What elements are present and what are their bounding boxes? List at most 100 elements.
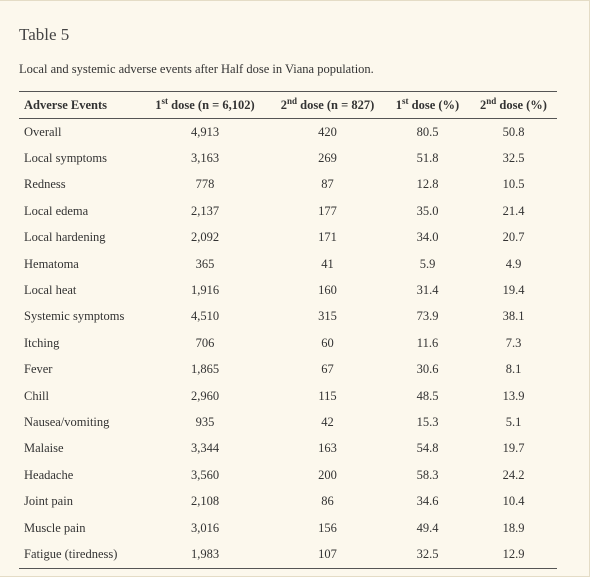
table-cell: 41 [321,256,334,271]
header-text: 2 [480,98,487,113]
table-row: Joint pain 2,108 86 34.6 10.4 [19,488,557,514]
table-cell: 32.5 [502,151,525,166]
header-cell: 1st dose (%) [385,92,470,119]
table-cell: 5.1 [505,414,522,429]
header-text: dose (%) [496,98,547,113]
row-label: Local edema [24,203,89,218]
table-cell: 12.9 [502,546,525,561]
table-cell: 31.4 [416,283,439,298]
header-text: 2 [280,98,287,113]
table-row: Fever 1,865 67 30.6 8.1 [19,357,557,383]
table-cell: 54.8 [416,441,439,456]
table-row: Nausea/vomiting 935 42 15.3 5.1 [19,409,557,435]
header-text: dose (%) [408,98,460,113]
table-cell: 171 [318,230,337,245]
table-cell: 778 [195,177,215,192]
table-cell: 86 [321,494,334,509]
header-cell: Adverse Events [19,92,140,119]
table-cell: 80.5 [416,124,439,139]
table-cell: 35.0 [416,203,439,218]
table-row: Local heat 1,916 160 31.4 19.4 [19,277,557,303]
table-cell: 30.6 [416,362,439,377]
table-cell: 7.3 [505,335,522,350]
table-row: Local hardening 2,092 171 34.0 20.7 [19,225,557,251]
table-cell: 38.1 [502,309,525,324]
table-cell: 49.4 [416,520,439,535]
table-cell: 15.3 [416,414,439,429]
table-cell: 2,108 [190,494,220,509]
table-cell: 11.6 [416,335,439,350]
header-text: Adverse Events [24,97,107,112]
table-row: Chill 2,960 115 48.5 13.9 [19,383,557,409]
header-text: 1 [155,98,162,113]
header-superscript: st [402,96,409,107]
table-cell: 67 [321,362,334,377]
table-cell: 1,865 [190,362,220,377]
table-body: Overall 4,913 420 80.5 50.8 Local symptoms 3,1… [19,119,557,569]
table-cell: 269 [318,151,337,166]
table-cell: 2,137 [190,203,220,218]
table-cell: 21.4 [502,203,525,218]
header-superscript: nd [486,96,497,107]
table-cell: 935 [195,414,215,429]
header-cell: 1st dose (n = 6,102) [140,92,270,119]
table-cell: 32.5 [416,546,439,561]
table-cell: 4.9 [505,256,522,271]
table-cell: 19.4 [502,283,525,298]
header-row: Adverse Events 1st dose (n = 6,102) 2nd do… [19,91,557,119]
table-cell: 24.2 [502,467,525,482]
row-label: Redness [24,177,66,192]
table-cell: 365 [195,256,215,271]
table-cell: 706 [195,335,215,350]
header-cell: 2nd dose (n = 827) [270,92,385,119]
table-cell: 156 [318,520,337,535]
table-row: Systemic symptoms 4,510 315 73.9 38.1 [19,304,557,330]
table-cell: 177 [318,203,337,218]
table-cell: 51.8 [416,151,439,166]
table-row: Malaise 3,344 163 54.8 19.7 [19,436,557,462]
table-cell: 1,983 [190,546,220,561]
table-cell: 48.5 [416,388,439,403]
table-cell: 315 [318,309,337,324]
table-caption: Local and systemic adverse events after … [19,62,374,76]
table-cell: 10.4 [502,494,525,509]
table-cell: 34.6 [416,494,439,509]
table-cell: 50.8 [502,124,525,139]
table-row: Overall 4,913 420 80.5 50.8 [19,119,557,146]
table-cell: 3,163 [190,151,220,166]
table-cell: 4,510 [190,309,220,324]
row-label: Local heat [24,283,77,298]
row-label: Fatigue (tiredness) [24,546,118,561]
table-cell: 2,960 [190,388,220,403]
table-row: Headache 3,560 200 58.3 24.2 [19,462,557,488]
table-cell: 60 [321,335,334,350]
row-label: Hematoma [24,256,79,271]
row-label: Fever [24,362,53,377]
row-label: Itching [24,335,60,350]
row-label: Local hardening [24,230,106,245]
header-cell: 2nd dose (%) [470,92,557,119]
table-header: Adverse Events 1st dose (n = 6,102) 2nd do… [19,91,557,119]
table-row: Muscle pain 3,016 156 49.4 18.9 [19,515,557,541]
table-cell: 5.9 [419,256,436,271]
row-label: Malaise [24,441,64,456]
row-label: Local symptoms [24,151,107,166]
table-cell: 73.9 [416,309,439,324]
data-table: Adverse Events 1st dose (n = 6,102) 2nd do… [19,91,557,569]
table-cell: 20.7 [502,230,525,245]
table-cell: 1,916 [190,283,220,298]
table-cell: 10.5 [502,177,525,192]
table-cell: 2,092 [190,230,220,245]
table-cell: 13.9 [502,388,525,403]
table-row: Redness 778 87 12.8 10.5 [19,172,557,198]
table-cell: 19.7 [502,441,525,456]
table-cell: 18.9 [502,520,525,535]
table-row: Local symptoms 3,163 269 51.8 32.5 [19,145,557,171]
table-cell: 87 [321,177,334,192]
header-text: 1 [395,98,403,113]
table-row: Local edema 2,137 177 35.0 21.4 [19,198,557,224]
header-text: dose (n = 6,102) [168,98,255,113]
table-cell: 8.1 [505,362,522,377]
